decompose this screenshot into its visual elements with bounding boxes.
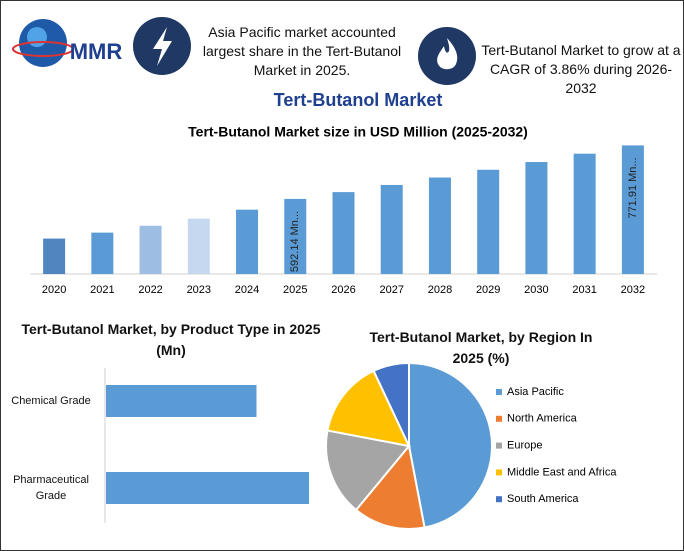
bar [43, 238, 66, 274]
bar [187, 218, 210, 274]
page-title: Tert-Butanol Market [274, 90, 443, 110]
legend-marker [496, 496, 502, 503]
x-tick-label: 2031 [572, 284, 596, 296]
flame-icon [418, 27, 476, 85]
legend-label: South America [507, 493, 579, 505]
bar [236, 209, 259, 274]
pie-slice [408, 361, 493, 529]
data-label: 592.14 Mn... [289, 211, 301, 272]
bar [477, 169, 500, 274]
lightning-icon [133, 17, 191, 75]
bar [139, 225, 162, 274]
pie-slice [372, 361, 410, 447]
x-tick-label: 2027 [379, 284, 403, 296]
legend-label: Asia Pacific [507, 386, 564, 398]
chart-title: Tert-Butanol Market, by Region In 2025 (… [369, 329, 593, 366]
chart-title: Tert-Butanol Market size in USD Million … [188, 124, 528, 140]
x-tick-label: 2029 [476, 284, 500, 296]
x-tick-label: 2022 [138, 284, 162, 296]
legend-marker [496, 469, 502, 476]
data-label: 771.91 Mn... [627, 157, 639, 218]
legend-label: Europe [507, 440, 542, 452]
x-tick-label: 2025 [283, 284, 307, 296]
x-tick-label: 2023 [187, 284, 211, 296]
y-tick-label: Chemical Grade [11, 395, 91, 407]
legend-label: North America [507, 413, 578, 425]
y-tick-label: Pharmaceutical Grade [13, 474, 89, 502]
x-tick-label: 2024 [235, 284, 259, 296]
logo-globe [12, 19, 74, 67]
x-tick-label: 2026 [331, 284, 355, 296]
pie-slice [325, 429, 411, 512]
pie-slice [354, 443, 426, 530]
legend-marker [496, 442, 502, 449]
legend-marker [496, 415, 502, 422]
bar [525, 162, 548, 274]
bar [332, 192, 355, 274]
pie-slice [326, 369, 411, 448]
logo-text: MMR [70, 39, 123, 64]
x-tick-label: 2020 [42, 284, 66, 296]
legend-marker [496, 389, 502, 395]
bar [106, 472, 310, 504]
bar [621, 145, 644, 274]
bar [380, 184, 403, 274]
chart-title: Tert-Butanol Market, by Product Type in … [21, 321, 321, 358]
callout: Asia Pacific market accounted largest sh… [202, 24, 402, 78]
bar [428, 177, 451, 274]
x-tick-label: 2028 [428, 284, 452, 296]
bar [106, 385, 257, 417]
bar [573, 153, 596, 274]
legend-label: Middle East and Africa [507, 466, 617, 478]
x-tick-label: 2021 [90, 284, 114, 296]
x-tick-label: 2032 [621, 284, 645, 296]
bar [284, 198, 307, 274]
x-tick-label: 2030 [524, 284, 548, 296]
bar [91, 232, 114, 274]
callout: Tert-Butanol Market to grow at a CAGR of… [481, 42, 681, 96]
